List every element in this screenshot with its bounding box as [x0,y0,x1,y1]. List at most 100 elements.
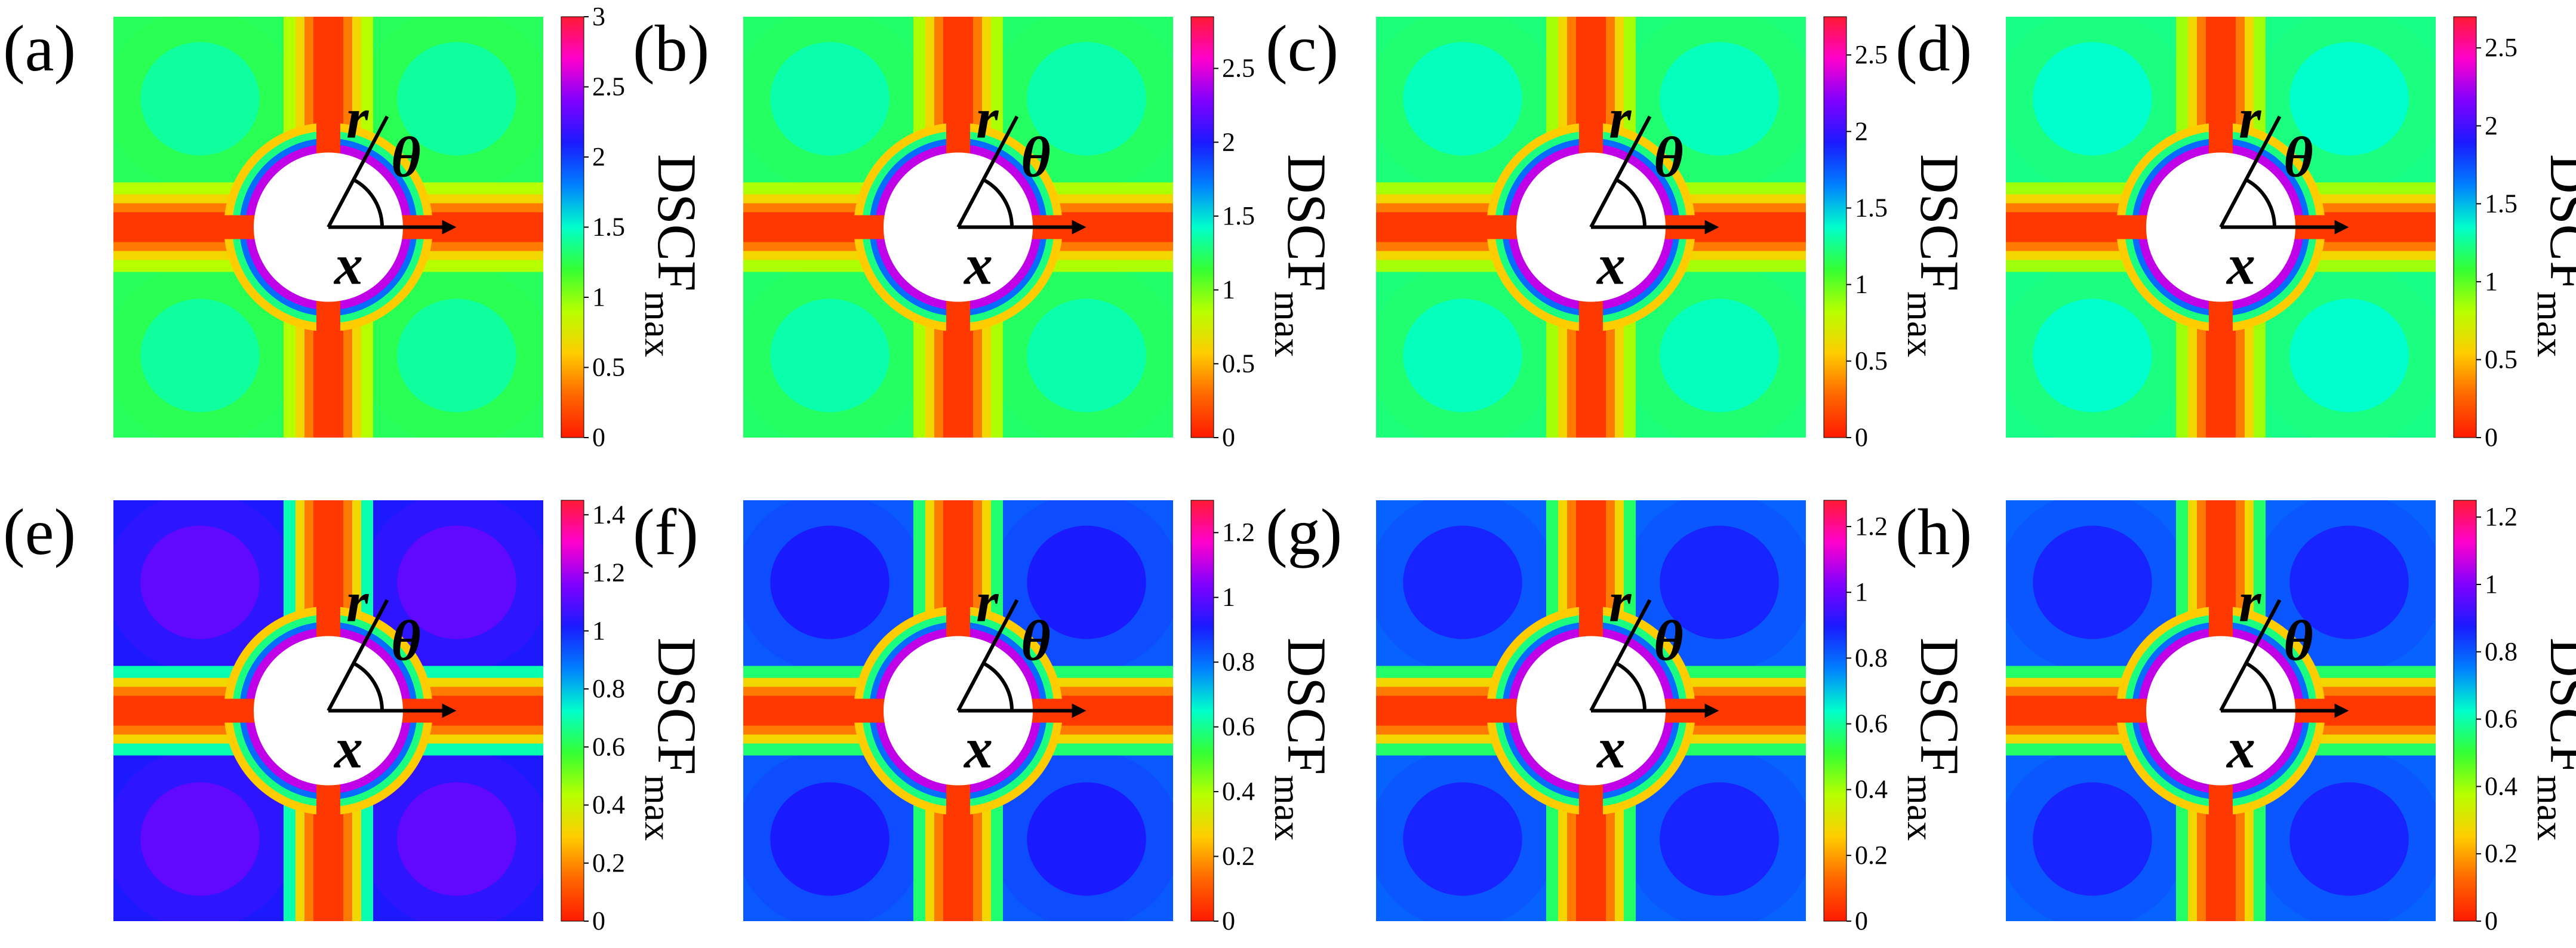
panel-label: (b) [633,12,709,85]
heatmap-lobe [2033,42,2152,156]
radius-line [956,599,1019,712]
radius-line [956,115,1019,228]
radius-line [2219,599,2282,712]
colorbar-tick-label: 0.2 [2485,839,2517,868]
x-label: x [2226,716,2255,780]
x-label: x [333,716,363,780]
heatmap-lobe [2289,42,2409,156]
theta-arc [352,178,384,227]
heatmap-lobe [1403,525,1522,639]
theta-label: θ [391,609,421,673]
panel-a: (a) 0 0.5 1 1.5 2 2.5 3 DSCFmax rθx [3,2,707,452]
colorbar-title-sub: max [1900,291,1942,357]
r-label: r [1609,570,1632,634]
heatmap-lobe [1660,782,1779,896]
colorbar-tick-label: 0.5 [592,353,625,382]
theta-label: θ [1021,125,1051,189]
r-label: r [976,87,999,150]
x-label: x [1596,716,1626,780]
heatmap-lobe [397,782,516,896]
heatmap-lobe [1027,298,1146,413]
radius-line [1589,115,1652,228]
colorbar-tick-label: 0 [2485,906,2498,935]
colorbar-tick-label: 1.5 [1222,201,1255,230]
heatmap-lobe [2033,525,2152,639]
theta-arc [2245,178,2276,227]
panel-label: (e) [3,495,76,568]
colorbar [561,16,584,438]
x-label: x [1596,233,1626,297]
colorbar-tick-label: 0.4 [2485,771,2517,801]
r-label: r [1609,87,1632,150]
colorbar-tick-label: 0.4 [1855,775,1888,804]
heatmap-lobe [2033,782,2152,896]
colorbar-title: DSCFmax [1267,638,1337,841]
heatmap-field [1376,500,1806,921]
heatmap-lobe [1403,782,1522,896]
colorbar-tick-label: 0.2 [592,848,625,878]
heatmap-lobe [770,525,890,639]
heatmap-lobe [1027,42,1146,156]
colorbar-tick-label: 1.4 [592,500,625,529]
x-label: x [2226,233,2255,297]
heatmap-field [1376,17,1806,438]
colorbar [561,500,584,922]
colorbar-tick-label: 0.5 [2485,344,2517,374]
colorbar-title: DSCFmax [1900,638,1970,841]
colorbar-tick-label: 1 [2485,267,2498,296]
panel-label: (h) [1895,495,1972,568]
heatmap-field [2006,17,2436,438]
colorbar-tick-label: 1 [1855,577,1868,607]
heatmap-lobe [1403,42,1522,156]
colorbar-tick-label: 2 [592,142,605,171]
panel-label: (d) [1895,12,1972,85]
colorbar-tick-label: 2.5 [592,72,625,101]
theta-label: θ [1654,609,1684,673]
heatmap-lobe [2033,298,2152,413]
colorbar-title-main: DSCF [1909,638,1970,775]
r-label: r [346,87,370,150]
colorbar-tick-label: 0.6 [1222,712,1255,741]
heatmap-lobe [1027,525,1146,639]
theta-arc [2245,661,2276,711]
heatmap-lobe [140,782,260,896]
colorbar-tick-label: 1 [592,616,605,645]
colorbar-tick-label: 1 [1222,275,1235,304]
heatmap-field [113,17,543,438]
radius-line [2219,115,2282,228]
colorbar-tick-label: 1.2 [2485,502,2517,531]
heatmap-lobe [1660,42,1779,156]
colorbar-title-sub: max [2529,291,2572,357]
colorbar-tick-label: 0.8 [1855,643,1888,672]
theta-label: θ [2283,125,2313,189]
theta-arc [352,661,384,711]
x-label: x [333,233,363,297]
colorbar-tick-label: 2 [1222,127,1235,156]
colorbar-tick-label: 0.4 [592,790,625,820]
heatmap-lobe [1027,782,1146,896]
colorbar-title-sub: max [637,291,679,357]
heatmap-lobe [140,42,260,156]
theta-label: θ [391,125,421,189]
colorbar-title-main: DSCF [2539,154,2576,291]
colorbar [1190,16,1214,438]
colorbar-title: DSCFmax [637,638,707,841]
colorbar-tick-label: 0 [1222,423,1235,452]
colorbar-tick-label: 1 [1855,270,1868,299]
radius-line [327,599,389,712]
colorbar-tick-label: 2.5 [1855,40,1888,69]
colorbar-tick-label: 0.8 [592,674,625,703]
colorbar-tick-label: 1.5 [592,213,625,242]
colorbar-tick-label: 0.6 [1855,709,1888,738]
colorbar-tick-label: 1 [1222,583,1235,612]
colorbar-title-sub: max [2529,775,2572,841]
colorbar-tick-label: 1.2 [592,558,625,587]
x-label: x [963,233,993,297]
colorbar-tick-label: 0.6 [592,732,625,761]
colorbar-title-sub: max [637,775,679,841]
